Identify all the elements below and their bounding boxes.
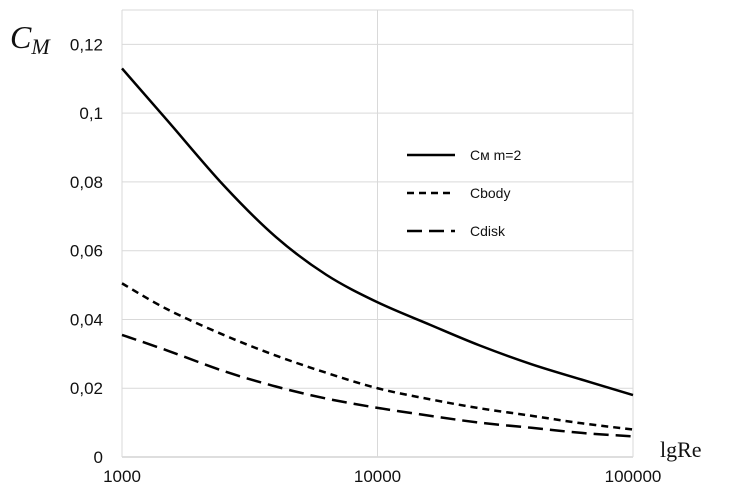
y-tick-label: 0 xyxy=(94,448,103,467)
legend-label: Cdisk xyxy=(470,223,506,239)
y-axis-title: CM xyxy=(10,19,51,59)
series-lines xyxy=(121,67,634,438)
legend-label: Cbody xyxy=(470,185,510,201)
x-tick-label: 1000 xyxy=(103,467,141,486)
x-tick-label: 10000 xyxy=(354,467,401,486)
x-tick-label: 100000 xyxy=(605,467,662,486)
y-axis-title-main: C xyxy=(10,19,32,55)
y-axis-title-sub: M xyxy=(30,34,51,59)
series-line-3 xyxy=(121,333,634,438)
legend-label: Cм m=2 xyxy=(470,147,521,163)
series-line-1 xyxy=(121,67,634,397)
x-axis-title: lgRe xyxy=(660,437,702,462)
y-tick-label: 0,08 xyxy=(70,173,103,192)
y-tick-labels: 0 0,02 0,04 0,06 0,08 0,1 0,12 xyxy=(70,35,103,467)
y-tick-label: 0,02 xyxy=(70,379,103,398)
y-tick-label: 0,06 xyxy=(70,242,103,261)
grid xyxy=(121,9,634,458)
x-tick-labels: 1000 10000 100000 xyxy=(103,467,661,486)
series-line-2 xyxy=(121,282,634,431)
y-tick-label: 0,1 xyxy=(79,104,103,123)
legend: Cм m=2 Cbody Cdisk xyxy=(407,147,521,239)
y-tick-label: 0,04 xyxy=(70,310,103,329)
y-tick-label: 0,12 xyxy=(70,35,103,54)
